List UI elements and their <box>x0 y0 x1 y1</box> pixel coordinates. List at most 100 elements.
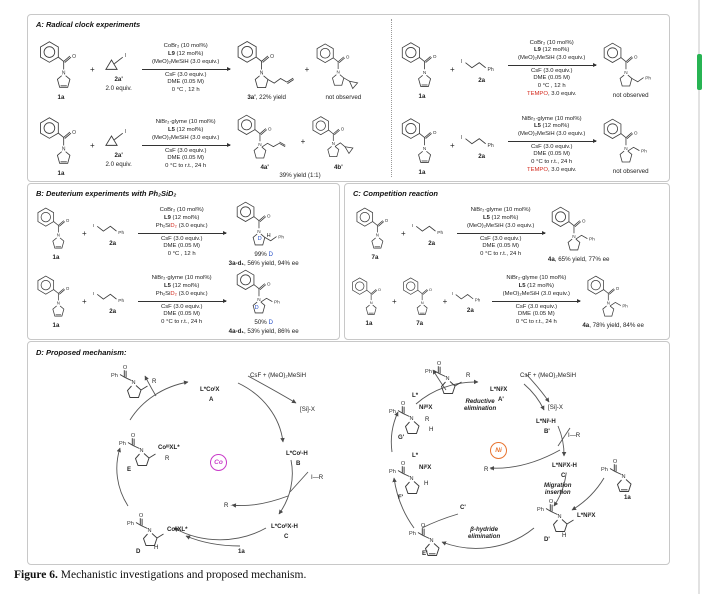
condition-line: L9 (12 mol%) <box>163 215 200 222</box>
product-label: 4a-d₁, 53% yield, 86% ee <box>228 328 299 335</box>
plus-sign: + <box>392 296 397 306</box>
condition-line: DME (0.05 M) <box>533 75 570 82</box>
product-not-observed: not observed <box>313 37 373 102</box>
product-4a: 4a, 78% yield, 84% ee <box>582 272 644 330</box>
reaction-arrow <box>456 230 546 235</box>
species-d-metal-label: CoᴵᴵXL* <box>167 526 188 533</box>
condition-line: CsF (3.0 equiv.) <box>164 147 207 154</box>
species-f-prime-metal-label: NiᴵᴵX <box>419 464 432 471</box>
structure-4a-prime-icon <box>233 111 297 163</box>
condition-line: L5 (12 mol%) <box>482 215 519 222</box>
species-b-prime-formula: L*Niᴵ-H <box>536 418 556 425</box>
species-b-prime-letter: B' <box>544 428 550 435</box>
structure-2a-icon <box>460 134 495 150</box>
condition-line: CoBr₂ (10 mol%) <box>529 39 574 46</box>
molecule-label: 2a <box>428 240 436 248</box>
molecule-7a: 7a <box>400 274 440 328</box>
reaction-arrow <box>141 142 231 147</box>
panel-b-title: B: Deuterium experiments with Ph₂SiD₂ <box>36 189 177 198</box>
plus-sign: + <box>450 140 455 150</box>
molecule-label: 7a <box>416 320 424 328</box>
structure-3a-d1-icon <box>233 198 295 250</box>
species-e-r-label: R <box>165 455 170 462</box>
condition-line: CoBr₂ (10 mol%) <box>163 43 208 50</box>
condition-line: DME (0.05 M) <box>163 243 200 250</box>
conditions-below: CsF (3.0 equiv.) DME (0.05 M) 0 °C , 12 … <box>165 72 206 95</box>
conditions-below: CsF (3.0 equiv.) DME (0.05 M) 0 °C to r.… <box>161 304 202 327</box>
condition-line: DME (0.05 M) <box>518 311 555 318</box>
beta-hydride-elimination-step: β-hydride elimination <box>468 526 501 541</box>
condition-line: DME (0.05 M) <box>163 311 200 318</box>
conditions-above: CoBr₂ (10 mol%) L9 (12 mol%) (MeO)₂MeSiH… <box>518 40 585 63</box>
condition-line: L5 (12 mol%) <box>167 127 204 134</box>
species-d-prime-metal-label: L*NiᴵᴵX <box>577 512 596 519</box>
reaction-row: 1a + 2a' 2.0 equiv. CoBr₂ (10 mol%) L9 (… <box>36 31 373 107</box>
molecule-2a: 2a <box>459 130 505 161</box>
conditions-above: NiBr₂·glyme (10 mol%) L5 (12 mol%) (MeO)… <box>467 207 534 230</box>
migration-insertion-step: Migration insertion <box>544 482 572 497</box>
structure-cyclopropylmethyl-product-icon <box>313 37 373 93</box>
species-b-letter: B <box>296 460 301 467</box>
molecule-label: 1a <box>52 254 60 262</box>
species-e-metal-label: CoᴵᴵᴵXL* <box>158 444 180 451</box>
species-f-prime-letter: F' <box>398 494 404 501</box>
molecule-2a: 2a <box>91 218 135 248</box>
panel-c-competition: C: Competition reaction 7a + 2a NiBr₂·gl… <box>344 183 670 340</box>
conditions-above: CoBr₂ (10 mol%) L9 (12 mol%) (MeO)₂MeSiH… <box>152 43 219 66</box>
molecule-label: 1a <box>52 322 60 330</box>
panel-a-divider <box>391 19 392 177</box>
radical-label: R · <box>224 502 233 509</box>
equiv-label: 2.0 equiv. <box>105 161 132 168</box>
condition-line: DME (0.05 M) <box>533 151 570 158</box>
plus-sign: + <box>401 228 406 238</box>
species-d-prime-letter: D' <box>544 536 550 543</box>
condition-line: NiBr₂·glyme (10 mol%) <box>521 115 582 122</box>
species-d-hydrogen-label: H <box>154 544 159 551</box>
species-a-prime-formula: L*NiᴵX <box>490 386 508 393</box>
scrollbar-track[interactable] <box>698 0 700 594</box>
reaction-arrow <box>137 230 227 235</box>
alkyl-iodide-label: I—R <box>311 474 324 481</box>
figure-caption-text: Mechanistic investigations and proposed … <box>57 569 307 581</box>
cobalt-cycle-arrows <box>116 375 309 547</box>
condition-line: 0 °C to r.t., 24 h <box>480 250 522 257</box>
condition-line: (MeO)₂MeSiH (3.0 equiv.) <box>152 134 220 141</box>
panel-d-mechanism: D: Proposed mechanism: Co R L*CoᴵX A CsF… <box>27 341 670 565</box>
structure-4a-icon <box>584 272 642 321</box>
molecule-label: 1a <box>365 320 373 328</box>
structure-2a-icon <box>92 222 125 237</box>
condition-line: L9 (12 mol%) <box>167 51 204 58</box>
molecule-1a: 1a <box>36 37 86 102</box>
structure-3a-prime-icon <box>233 37 301 93</box>
reaction-arrow <box>492 298 582 303</box>
product-r-label: R <box>152 378 157 385</box>
structure-1a-icon <box>401 117 438 163</box>
species-d-letter: D <box>136 548 141 555</box>
species-g-prime-r-label: R <box>425 416 430 423</box>
species-d-prime-hydrogen-label: H <box>562 532 567 539</box>
condition-line: 0 °C to r.t., 24 h <box>531 159 573 165</box>
deuteration-annotation: 50% D <box>254 319 273 327</box>
product-label: 3a-d₁, 56% yield, 94% ee <box>228 260 299 267</box>
condition-line-tempo: TEMPO, 3.0 equiv. <box>527 90 577 97</box>
condition-line: 0 °C , 12 h <box>167 250 196 257</box>
molecule-2a-prime: 2a' 2.0 equiv. <box>99 45 139 93</box>
structure-1a-icon <box>40 40 77 88</box>
conditions-above: NiBr₂·glyme (10 mol%) L5 (12 mol%) (MeO)… <box>503 275 570 298</box>
structure-4b-prime-icon <box>309 111 367 163</box>
nickel-cycle-badge: Ni <box>490 442 507 459</box>
condition-line: CsF (3.0 equiv.) <box>530 143 573 150</box>
conditions-below: CsF (3.0 equiv.) DME (0.05 M) 0 °C to r.… <box>516 304 557 327</box>
species-e-prime-letter: E' <box>422 550 428 557</box>
condition-line: 0 °C to r.t., 24 h <box>165 162 207 169</box>
product-pair-structures: 4a' + 4b' <box>233 111 368 172</box>
cobalt-cycle-badge: Co <box>210 454 227 471</box>
scrollbar-thumb[interactable] <box>696 54 702 90</box>
structure-2a-icon <box>92 290 125 305</box>
structure-7a-icon <box>402 277 433 315</box>
alkyl-iodide-label: I—R <box>568 432 581 439</box>
reaction-arrow-block: NiBr₂·glyme (10 mol%) L5 (12 mol%) (MeO)… <box>507 115 597 175</box>
reaction-arrow <box>507 138 597 143</box>
molecule-1a: 1a <box>34 204 78 262</box>
product-4a-d1: D 50% D 4a-d₁, 53% yield, 86% ee <box>229 266 299 336</box>
